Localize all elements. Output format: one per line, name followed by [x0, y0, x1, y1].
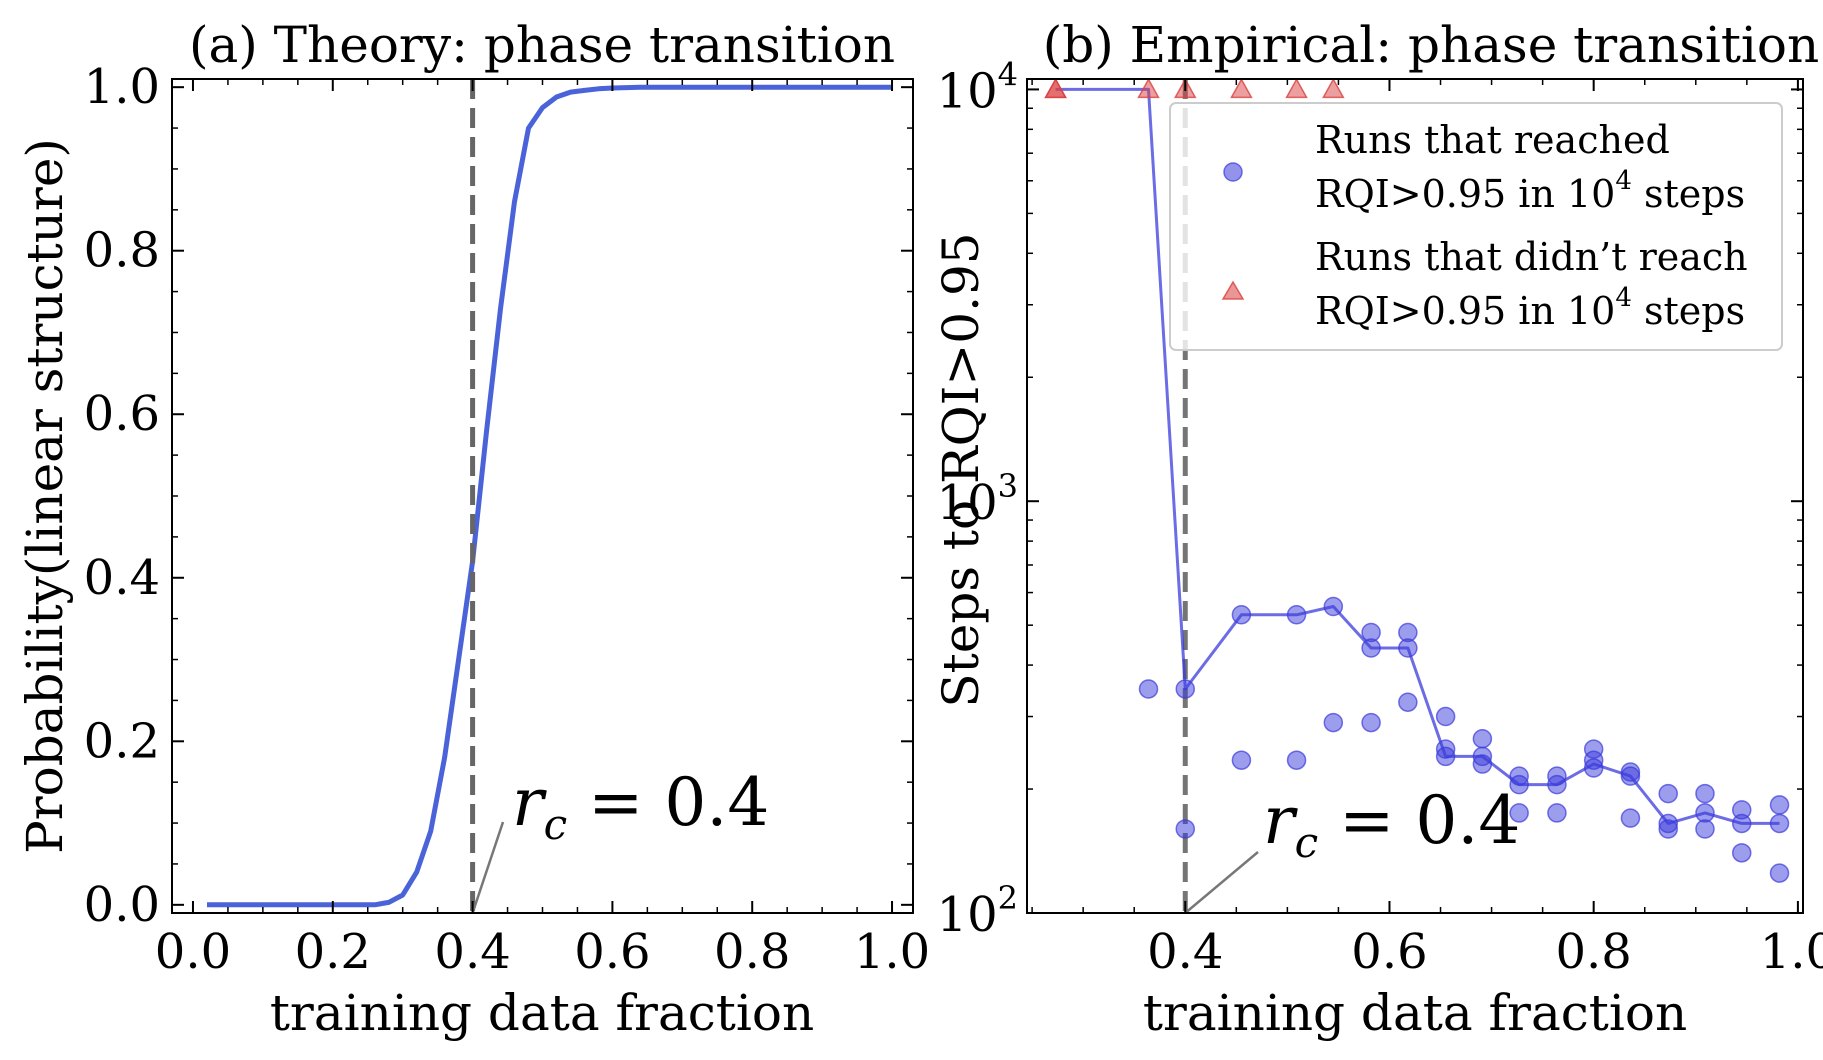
x-tick-label: 0.2	[295, 924, 371, 980]
empirical-y-axis-label: Steps to RQI>0.95	[932, 232, 990, 707]
legend-reached-marker	[1223, 162, 1243, 182]
reached-point	[1731, 843, 1752, 863]
x-tick-label: 1.0	[1760, 924, 1823, 980]
reached-point	[1435, 706, 1456, 727]
x-tick-label: 0.0	[155, 924, 231, 980]
reached-point	[1731, 813, 1752, 834]
legend-not-reached-line2: RQI>0.95 in 104 steps	[1315, 283, 1745, 333]
theory-x-axis-label: training data fraction	[270, 984, 814, 1042]
reached-point	[1231, 605, 1252, 625]
empirical-plot-area	[1044, 79, 1790, 913]
reached-point	[1769, 813, 1790, 834]
reached-point	[1547, 803, 1567, 823]
y-tick-label: 0.4	[84, 550, 160, 606]
not-reached-point	[1137, 79, 1160, 99]
y-tick-label: 1.0	[84, 59, 160, 115]
x-tick-label: 0.8	[1556, 924, 1632, 980]
legend-reached-line1: Runs that reached	[1315, 118, 1670, 162]
reached-point	[1175, 819, 1196, 839]
reached-point	[1138, 679, 1159, 699]
panel-a-title: (a) Theory: phase transition	[189, 16, 895, 74]
reached-point	[1769, 863, 1790, 883]
reached-point	[1509, 774, 1529, 795]
panel-b-title: (b) Empirical: phase transition	[1043, 16, 1819, 74]
reached-point	[1695, 819, 1715, 839]
theory-y-axis-label: Probability(linear structure)	[16, 138, 74, 854]
critical-annotation: rc = 0.4	[512, 764, 769, 849]
x-tick-label: 0.4	[1147, 924, 1223, 980]
reached-point	[1658, 783, 1678, 804]
critical-annotation: rc = 0.4	[1263, 782, 1520, 867]
y-tick-label: 0.2	[84, 713, 160, 769]
empirical-panel: (b) Empirical: phase transition rc = 0.4…	[932, 16, 1823, 1042]
reached-point	[1323, 596, 1344, 617]
empirical-axes-frame	[1026, 78, 1804, 914]
theory-panel: (a) Theory: phase transition rc = 0.4 0.…	[16, 16, 930, 1042]
reached-point	[1398, 692, 1418, 712]
reached-point	[1435, 746, 1456, 767]
reached-point	[1398, 638, 1418, 658]
y-tick-label: 103	[937, 467, 1018, 531]
x-tick-label: 0.4	[434, 924, 510, 980]
theory-ticks: 0.0 0.2 0.4 0.6 0.8 1.0 0.0 0.2 0.4 0.6 0.8 1.0	[84, 59, 931, 980]
reached-point	[1286, 750, 1307, 770]
y-tick-label: 102	[937, 879, 1018, 943]
reached-point	[1695, 783, 1715, 804]
reached-point	[1583, 758, 1604, 778]
probability-curve	[207, 84, 892, 908]
not-reached-point	[1044, 79, 1067, 99]
x-tick-label: 0.6	[1351, 924, 1427, 980]
reached-point	[1286, 605, 1307, 625]
legend-box	[1169, 102, 1783, 351]
theory-axes-frame	[171, 78, 914, 914]
y-tick-label: 104	[937, 55, 1018, 119]
not-reached-point	[1285, 79, 1308, 99]
reached-point	[1547, 774, 1567, 795]
reached-point	[1769, 795, 1790, 815]
reached-point	[1472, 754, 1493, 774]
not-reached-point	[1322, 79, 1345, 99]
theory-overlay: rc = 0.4	[471, 764, 769, 914]
reached-point	[1509, 803, 1529, 823]
legend-reached-line2: RQI>0.95 in 104 steps	[1315, 166, 1745, 216]
legend: Runs that reached RQI>0.95 in 104 steps …	[1169, 102, 1783, 351]
reached-point	[1620, 808, 1641, 828]
x-tick-label: 0.8	[714, 924, 790, 980]
empirical-x-axis-label: training data fraction	[1143, 984, 1687, 1042]
reached-point	[1620, 766, 1641, 786]
reached-point	[1175, 679, 1196, 699]
annotation-leader-line	[1184, 851, 1259, 914]
y-tick-label: 0.8	[84, 223, 160, 279]
empirical-ticks: 0.4 0.6 0.8 1.0 102 103 104	[937, 55, 1823, 980]
reached-point	[1231, 750, 1252, 770]
legend-not-reached-line1: Runs that didn’t reach	[1315, 235, 1748, 279]
x-tick-label: 0.6	[574, 924, 650, 980]
empirical-overlay: rc = 0.4	[1184, 782, 1520, 914]
reached-point	[1658, 819, 1678, 839]
legend-not-reached-marker	[1221, 280, 1245, 300]
annotation-leader-line	[471, 821, 505, 914]
y-tick-label: 0.0	[84, 877, 160, 933]
theory-plot-area	[207, 79, 892, 913]
reached-point	[1472, 728, 1493, 749]
reached-point	[1361, 712, 1381, 733]
reached-point	[1361, 638, 1381, 658]
y-tick-label: 0.6	[84, 386, 160, 442]
x-tick-label: 1.0	[854, 924, 930, 980]
reached-point	[1323, 712, 1344, 733]
not-reached-point	[1230, 79, 1253, 99]
